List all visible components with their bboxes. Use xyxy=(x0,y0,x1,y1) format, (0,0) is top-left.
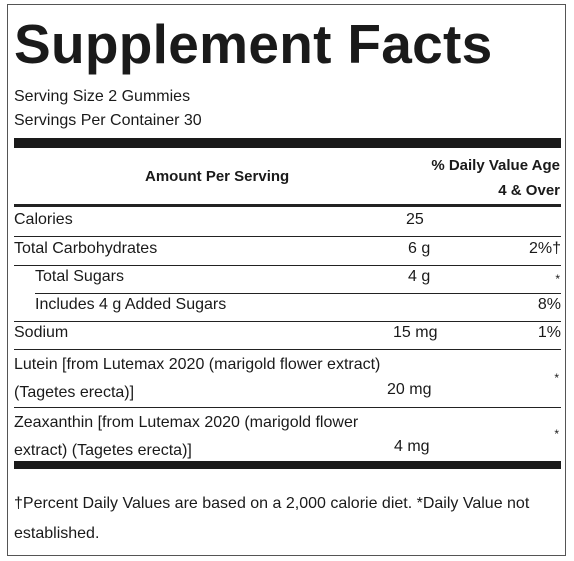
nutrient-name: Total Carbohydrates xyxy=(14,240,158,257)
nutrient-daily-value: * xyxy=(555,272,560,286)
nutrient-name-line2: (Tagetes erecta)] xyxy=(14,384,135,401)
nutrient-name-line1: Lutein [from Lutemax 2020 (marigold flow… xyxy=(14,356,381,373)
row-divider xyxy=(14,265,561,266)
servings-per-container: Servings Per Container 30 xyxy=(14,112,202,129)
nutrient-daily-value: 1% xyxy=(537,324,561,341)
nutrient-amount: 25 xyxy=(406,211,424,228)
nutrient-row-zeaxanthin: Zeaxanthin [from Lutemax 2020 (marigold … xyxy=(14,409,358,465)
header-daily-value: % Daily Value Age 4 & Over xyxy=(431,153,560,203)
serving-size: Serving Size 2 Gummies xyxy=(14,88,191,105)
supplement-facts-panel: Supplement Facts Serving Size 2 Gummies … xyxy=(7,4,566,556)
header-dv-line1: % Daily Value Age xyxy=(431,157,560,174)
nutrient-name: Total Sugars xyxy=(35,268,124,285)
row-divider xyxy=(14,236,561,237)
row-divider xyxy=(14,407,561,408)
row-divider xyxy=(14,321,561,322)
footnote: †Percent Daily Values are based on a 2,0… xyxy=(14,495,530,542)
row-divider xyxy=(14,349,561,350)
nutrient-name-line2: extract) (Tagetes erecta)] xyxy=(14,442,192,459)
nutrient-amount: 6 g xyxy=(408,240,431,257)
nutrient-name-line1: Zeaxanthin [from Lutemax 2020 (marigold … xyxy=(14,414,359,431)
nutrient-daily-value: 2%† xyxy=(528,240,561,257)
nutrient-amount: 15 mg xyxy=(393,324,438,341)
nutrient-amount: 4 mg xyxy=(394,438,430,455)
nutrient-amount: 4 g xyxy=(408,268,431,285)
top-divider-bar xyxy=(14,138,561,148)
nutrient-amount: 20 mg xyxy=(387,381,432,398)
row-divider xyxy=(35,293,561,294)
nutrient-row-lutein: Lutein [from Lutemax 2020 (marigold flow… xyxy=(14,351,380,407)
nutrient-daily-value: * xyxy=(554,371,559,385)
bottom-divider-bar xyxy=(14,461,561,469)
nutrient-daily-value: 8% xyxy=(537,296,561,313)
nutrient-name: Includes 4 g Added Sugars xyxy=(35,296,227,313)
nutrient-name: Calories xyxy=(14,211,73,228)
label-title: Supplement Facts xyxy=(14,13,493,75)
nutrient-daily-value: * xyxy=(554,427,559,441)
nutrient-name: Sodium xyxy=(14,324,69,341)
header-dv-line2: 4 & Over xyxy=(498,182,560,199)
header-amount-per-serving: Amount Per Serving xyxy=(145,168,290,185)
header-divider xyxy=(14,204,561,207)
